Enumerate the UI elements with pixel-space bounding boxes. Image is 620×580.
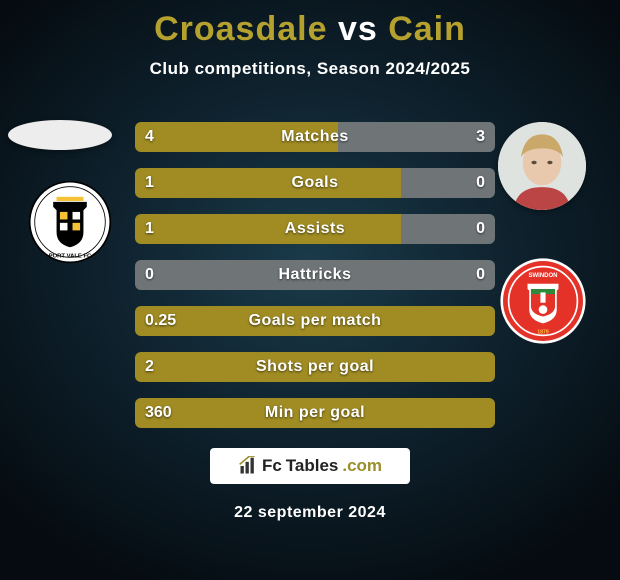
season-subtitle: Club competitions, Season 2024/2025 [0,59,620,79]
player2-name: Cain [388,10,466,48]
logo-text-dotcom: .com [342,456,382,476]
player1-name: Croasdale [154,10,327,48]
comparison-title: Croasdale vs Cain [0,0,620,49]
player1-avatar [8,120,112,150]
title-separator: vs [338,10,378,48]
stat-right-value: 0 [476,260,485,290]
player2-avatar-icon [498,122,586,210]
stat-row: 4 Matches 3 [135,122,495,152]
fctables-logo: FcTables.com [210,448,410,484]
stat-label: Assists [135,214,495,244]
stat-label: Matches [135,122,495,152]
stat-row: 1 Assists 0 [135,214,495,244]
logo-text-fc: Fc [262,456,282,476]
stat-right-value: 0 [476,214,485,244]
player2-avatar [498,122,586,210]
stat-row: 0.25 Goals per match [135,306,495,336]
stat-row: 360 Min per goal [135,398,495,428]
logo-text-tables: Tables [286,456,339,476]
stat-row: 0 Hattricks 0 [135,260,495,290]
svg-text:PORT VALE FC: PORT VALE FC [49,253,92,259]
stats-container: 4 Matches 3 1 Goals 0 1 Assists 0 0 Hatt… [135,122,495,444]
bar-chart-icon [238,456,258,476]
stat-right-value: 0 [476,168,485,198]
stat-row: 1 Goals 0 [135,168,495,198]
svg-text:1879: 1879 [537,330,549,336]
stat-row: 2 Shots per goal [135,352,495,382]
stat-right-value: 3 [476,122,485,152]
stat-label: Hattricks [135,260,495,290]
stat-label: Min per goal [135,398,495,428]
club2-badge: SWINDON 1879 [500,258,586,344]
club1-crest-icon: PORT VALE FC [28,180,112,264]
stat-label: Goals [135,168,495,198]
snapshot-date: 22 september 2024 [0,504,620,522]
club2-crest-icon: SWINDON 1879 [500,258,586,344]
stat-label: Goals per match [135,306,495,336]
svg-text:SWINDON: SWINDON [528,273,557,279]
club1-badge: PORT VALE FC [28,180,112,264]
stat-label: Shots per goal [135,352,495,382]
